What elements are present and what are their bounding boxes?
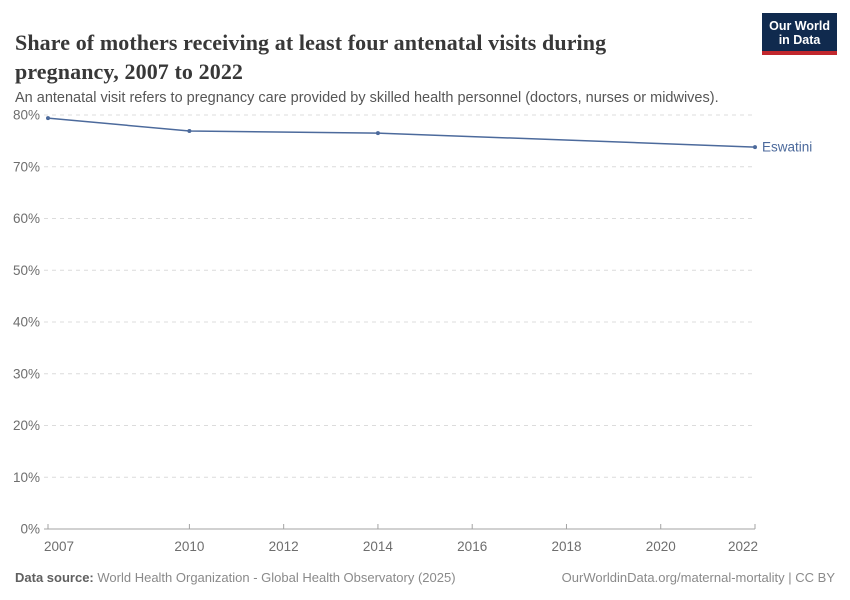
x-tick-label: 2012 [269,539,299,554]
data-source-text: Data source: World Health Organization -… [15,570,456,585]
y-tick-label: 10% [13,470,40,485]
x-tick-label: 2022 [728,539,758,554]
owid-logo-line1: Our World [769,19,830,33]
data-point[interactable] [375,131,380,136]
data-source-value: World Health Organization - Global Healt… [97,570,456,585]
x-tick-label: 2020 [646,539,676,554]
y-tick-label: 70% [13,159,40,174]
chart-subtitle: An antenatal visit refers to pregnancy c… [15,89,719,106]
data-point[interactable] [187,129,192,134]
y-tick-label: 20% [13,418,40,433]
y-tick-label: 60% [13,211,40,226]
owid-logo-line2: in Data [778,33,821,47]
x-tick-label: 2007 [44,539,74,554]
owid-logo[interactable]: Our World in Data [762,13,837,55]
data-point[interactable] [46,116,50,121]
chart-title: Share of mothers receiving at least four… [15,29,607,84]
entity-label[interactable]: Eswatini [762,140,812,155]
x-tick-label: 2014 [363,539,394,554]
chart-footer: Data source: World Health Organization -… [0,568,850,600]
x-tick-label: 2010 [174,539,204,554]
data-line[interactable] [47,117,756,148]
x-tick-label: 2018 [551,539,581,554]
y-tick-label: 30% [13,366,40,381]
credit-link[interactable]: OurWorldinData.org/maternal-mortality | … [561,570,835,585]
y-tick-label: 40% [13,315,40,330]
data-point[interactable] [753,145,757,150]
data-source-label: Data source: [15,570,94,585]
y-tick-label: 80% [13,108,40,123]
y-tick-label: 50% [13,263,40,278]
y-tick-label: 0% [20,522,40,537]
x-tick-label: 2016 [457,539,487,554]
